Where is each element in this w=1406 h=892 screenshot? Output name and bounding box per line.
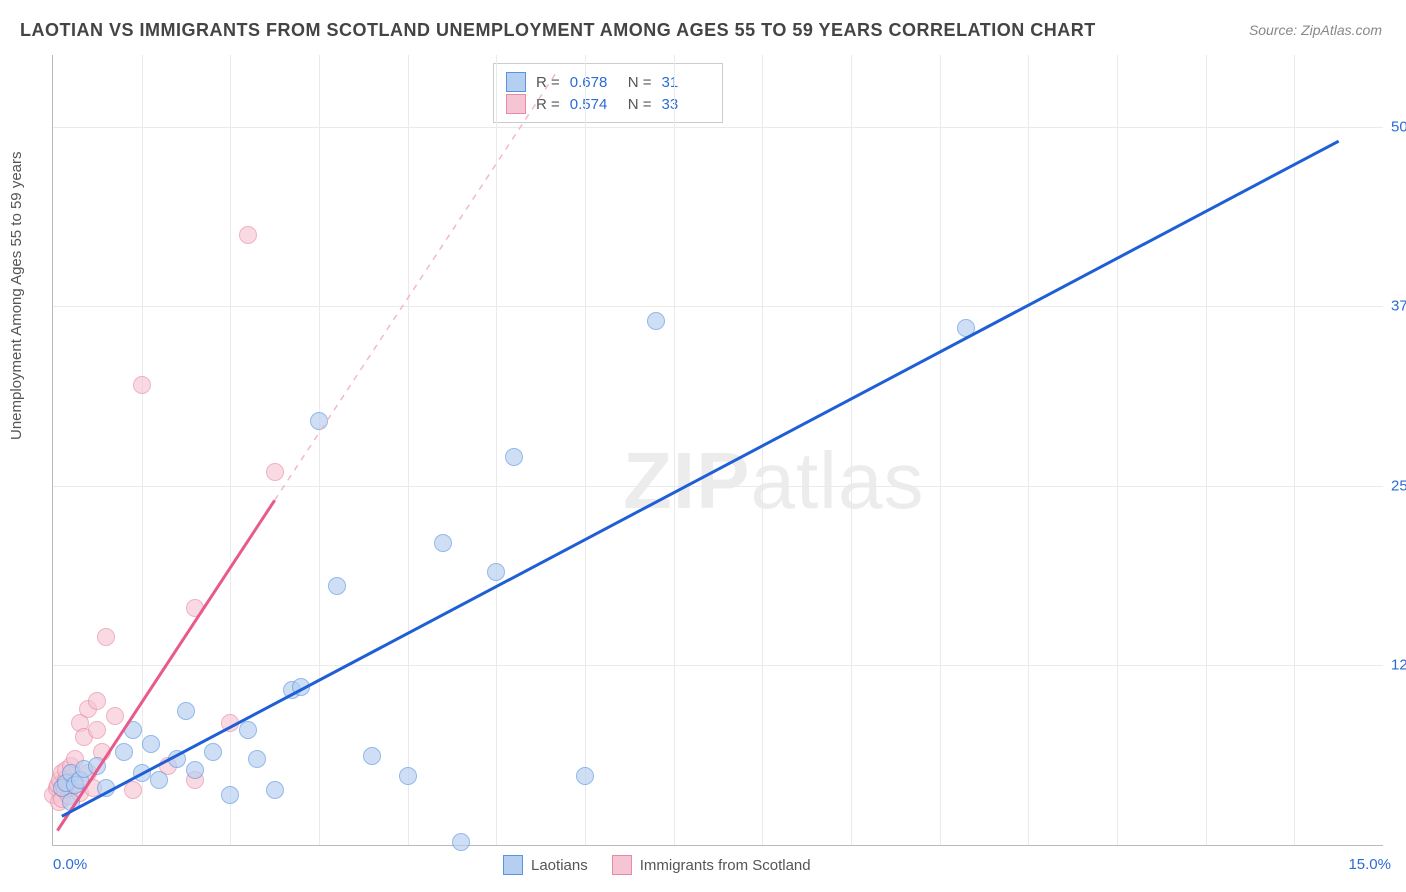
watermark-atlas: atlas — [750, 436, 924, 525]
scatter-point-laotians — [115, 743, 133, 761]
stat-r-label: R = — [536, 74, 560, 91]
legend-item-scotland: Immigrants from Scotland — [612, 855, 811, 875]
scatter-point-laotians — [150, 771, 168, 789]
stat-n-value-scotland: 33 — [662, 96, 710, 113]
gridline-horizontal — [53, 127, 1383, 128]
legend-label-laotians: Laotians — [531, 857, 588, 874]
scatter-point-scotland — [221, 714, 239, 732]
stat-n-value-laotians: 31 — [662, 74, 710, 91]
legend-item-laotians: Laotians — [503, 855, 588, 875]
scatter-point-scotland — [88, 692, 106, 710]
correlation-stats-box: R = 0.678 N = 31 R = 0.574 N = 33 — [493, 63, 723, 123]
scatter-point-scotland — [186, 599, 204, 617]
y-tick-label: 12.5% — [1391, 657, 1406, 674]
scatter-point-scotland — [266, 463, 284, 481]
scatter-point-laotians — [62, 793, 80, 811]
y-tick-label: 50.0% — [1391, 118, 1406, 135]
gridline-vertical — [319, 55, 320, 845]
gridline-vertical — [851, 55, 852, 845]
swatch-scotland — [506, 94, 526, 114]
scatter-point-laotians — [576, 767, 594, 785]
stat-r-value-laotians: 0.678 — [570, 74, 618, 91]
stat-r-label: R = — [536, 96, 560, 113]
legend-swatch-scotland — [612, 855, 632, 875]
gridline-vertical — [674, 55, 675, 845]
scatter-point-scotland — [106, 707, 124, 725]
scatter-point-laotians — [204, 743, 222, 761]
scatter-point-laotians — [452, 833, 470, 851]
scatter-point-laotians — [363, 747, 381, 765]
watermark-text: ZIPatlas — [623, 435, 924, 527]
gridline-vertical — [142, 55, 143, 845]
watermark-zip: ZIP — [623, 436, 750, 525]
gridline-vertical — [940, 55, 941, 845]
swatch-laotians — [506, 72, 526, 92]
stats-row-laotians: R = 0.678 N = 31 — [506, 72, 710, 92]
y-tick-label: 37.5% — [1391, 298, 1406, 315]
scatter-point-scotland — [239, 226, 257, 244]
gridline-vertical — [1294, 55, 1295, 845]
scatter-point-laotians — [142, 735, 160, 753]
scatter-plot-area: ZIPatlas R = 0.678 N = 31 R = 0.574 N = … — [52, 55, 1383, 846]
scatter-point-laotians — [97, 779, 115, 797]
gridline-vertical — [1117, 55, 1118, 845]
x-tick-label: 0.0% — [53, 856, 87, 873]
scatter-point-laotians — [88, 757, 106, 775]
scatter-point-laotians — [177, 702, 195, 720]
scatter-point-laotians — [186, 761, 204, 779]
scatter-point-laotians — [266, 781, 284, 799]
scatter-point-laotians — [957, 319, 975, 337]
legend-swatch-laotians — [503, 855, 523, 875]
legend-label-scotland: Immigrants from Scotland — [640, 857, 811, 874]
gridline-horizontal — [53, 306, 1383, 307]
scatter-point-laotians — [434, 534, 452, 552]
scatter-point-laotians — [133, 764, 151, 782]
scatter-point-scotland — [133, 376, 151, 394]
gridline-horizontal — [53, 665, 1383, 666]
y-tick-label: 25.0% — [1391, 477, 1406, 494]
chart-title: LAOTIAN VS IMMIGRANTS FROM SCOTLAND UNEM… — [20, 20, 1096, 41]
stats-row-scotland: R = 0.574 N = 33 — [506, 94, 710, 114]
stat-r-value-scotland: 0.574 — [570, 96, 618, 113]
scatter-point-laotians — [399, 767, 417, 785]
x-tick-label: 15.0% — [1348, 856, 1391, 873]
scatter-point-scotland — [124, 781, 142, 799]
gridline-vertical — [496, 55, 497, 845]
scatter-point-scotland — [97, 628, 115, 646]
scatter-point-laotians — [221, 786, 239, 804]
scatter-point-laotians — [292, 678, 310, 696]
gridline-vertical — [585, 55, 586, 845]
stat-n-label: N = — [628, 96, 652, 113]
gridline-vertical — [1028, 55, 1029, 845]
source-attribution: Source: ZipAtlas.com — [1249, 22, 1382, 38]
gridline-vertical — [408, 55, 409, 845]
gridline-vertical — [1206, 55, 1207, 845]
scatter-point-laotians — [328, 577, 346, 595]
scatter-point-laotians — [248, 750, 266, 768]
scatter-point-laotians — [647, 312, 665, 330]
gridline-vertical — [762, 55, 763, 845]
scatter-point-laotians — [124, 721, 142, 739]
scatter-point-laotians — [487, 563, 505, 581]
scatter-point-laotians — [505, 448, 523, 466]
scatter-point-laotians — [239, 721, 257, 739]
gridline-horizontal — [53, 486, 1383, 487]
scatter-point-scotland — [88, 721, 106, 739]
scatter-point-laotians — [168, 750, 186, 768]
scatter-point-laotians — [310, 412, 328, 430]
stat-n-label: N = — [628, 74, 652, 91]
y-axis-label: Unemployment Among Ages 55 to 59 years — [8, 151, 25, 440]
bottom-legend: Laotians Immigrants from Scotland — [503, 855, 811, 875]
